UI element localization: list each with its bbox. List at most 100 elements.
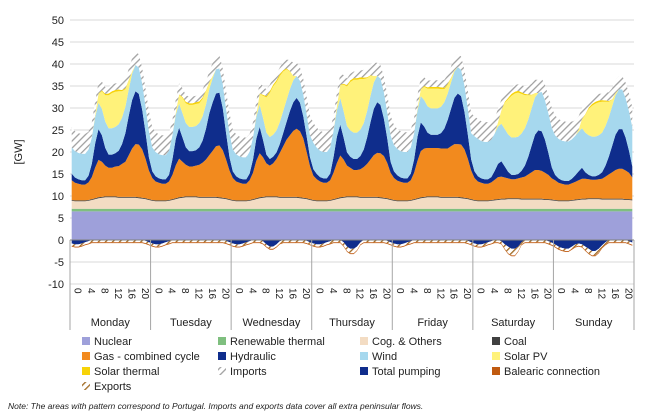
legend: Nuclear Renewable thermal Cog. & Others Coa… <box>82 336 600 393</box>
legend-item: Renewable thermal <box>218 336 325 348</box>
legend-item: Exports <box>82 381 132 393</box>
hour-tick-label: 12 <box>595 288 606 300</box>
legend-swatch <box>492 352 500 360</box>
day-label: Monday <box>91 317 131 329</box>
legend-swatch <box>360 367 368 375</box>
hour-tick-label: 20 <box>461 288 472 300</box>
area-gas-combined-cycle <box>71 128 633 201</box>
hour-tick-label: 16 <box>609 288 620 300</box>
area-imports <box>71 51 633 158</box>
hour-tick-label: 4 <box>85 288 96 294</box>
legend-item: Solar thermal <box>82 366 159 378</box>
hour-tick-label: 20 <box>300 288 311 300</box>
hour-tick-label: 0 <box>313 288 324 294</box>
hour-tick-label: 0 <box>394 288 405 294</box>
legend-label: Coal <box>504 336 527 348</box>
hour-tick-label: 4 <box>166 288 177 294</box>
legend-label: Balearic connection <box>504 366 600 378</box>
hour-tick-label: 12 <box>515 288 526 300</box>
hour-tick-label: 4 <box>327 288 338 294</box>
legend-item: Coal <box>492 336 527 348</box>
hour-tick-label: 0 <box>233 288 244 294</box>
legend-item: Solar PV <box>492 351 548 363</box>
hour-tick-label: 20 <box>219 288 230 300</box>
hour-tick-label: 16 <box>206 288 217 300</box>
legend-label: Cog. & Others <box>372 336 442 348</box>
day-label: Thursday <box>329 317 375 329</box>
hour-tick-label: 0 <box>152 288 163 294</box>
area-wind <box>71 64 633 181</box>
hour-tick-label: 8 <box>99 288 110 294</box>
hour-tick-label: 12 <box>354 288 365 300</box>
stacked-areas <box>71 51 633 257</box>
legend-label: Nuclear <box>94 336 132 348</box>
y-tick-label: 40 <box>52 59 64 71</box>
hour-tick-label: 20 <box>381 288 392 300</box>
hour-tick-label: 4 <box>407 288 418 294</box>
y-tick-label: 35 <box>52 81 64 93</box>
hour-tick-label: 4 <box>569 288 580 294</box>
day-label: Tuesday <box>170 317 212 329</box>
legend-label: Renewable thermal <box>230 336 325 348</box>
hour-tick-label: 12 <box>112 288 123 300</box>
y-tick-label: -10 <box>48 279 64 291</box>
legend-label: Hydraulic <box>230 351 276 363</box>
hour-tick-label: 0 <box>555 288 566 294</box>
y-tick-label: 5 <box>58 213 64 225</box>
hour-tick-label: 16 <box>528 288 539 300</box>
area-total-pumping <box>71 240 633 251</box>
legend-item: Wind <box>360 351 397 363</box>
hour-tick-label: 0 <box>475 288 486 294</box>
legend-label: Gas - combined cycle <box>94 351 200 363</box>
hour-tick-label: 16 <box>367 288 378 300</box>
legend-swatch <box>492 337 500 345</box>
legend-swatch <box>492 367 500 375</box>
hour-tick-label: 16 <box>287 288 298 300</box>
legend-swatch <box>218 352 226 360</box>
day-label: Wednesday <box>242 317 300 329</box>
legend-swatch <box>360 337 368 345</box>
y-tick-label: 0 <box>58 235 64 247</box>
hour-tick-label: 0 <box>72 288 83 294</box>
area-balearic-connection <box>71 242 633 257</box>
legend-label: Total pumping <box>372 366 441 378</box>
hour-tick-label: 16 <box>448 288 459 300</box>
legend-item: Cog. & Others <box>360 336 442 348</box>
area-exports <box>71 240 633 256</box>
hour-tick-label: 8 <box>501 288 512 294</box>
legend-label: Solar PV <box>504 351 548 363</box>
hour-tick-label: 4 <box>488 288 499 294</box>
legend-item: Balearic connection <box>492 366 600 378</box>
day-label: Saturday <box>491 317 536 329</box>
legend-label: Exports <box>94 381 132 393</box>
y-tick-label: 10 <box>52 191 64 203</box>
hour-tick-label: 8 <box>179 288 190 294</box>
legend-item: Imports <box>218 366 267 378</box>
y-axis-label: [GW] <box>13 139 25 164</box>
hour-tick-label: 20 <box>139 288 150 300</box>
y-tick-label: 30 <box>52 103 64 115</box>
legend-swatch <box>82 352 90 360</box>
legend-swatch <box>360 352 368 360</box>
hour-tick-label: 12 <box>193 288 204 300</box>
legend-swatch <box>218 337 226 345</box>
legend-swatch <box>82 382 90 390</box>
y-tick-label: 45 <box>52 37 64 49</box>
day-label: Sunday <box>575 317 613 329</box>
area-cog-others <box>71 197 633 209</box>
legend-label: Solar thermal <box>94 366 159 378</box>
hour-tick-label: 12 <box>273 288 284 300</box>
legend-label: Imports <box>230 366 267 378</box>
legend-item: Gas - combined cycle <box>82 351 200 363</box>
hour-tick-label: 8 <box>340 288 351 294</box>
hour-tick-label: 12 <box>434 288 445 300</box>
legend-item: Hydraulic <box>218 351 276 363</box>
hour-tick-label: 8 <box>582 288 593 294</box>
chart-note: Note: The areas with pattern correspond … <box>8 401 423 411</box>
area-nuclear <box>71 211 633 240</box>
legend-swatch <box>82 367 90 375</box>
area-solar-pv <box>71 64 633 158</box>
area-renewable-thermal <box>71 208 633 212</box>
y-tick-label: -5 <box>54 257 64 269</box>
